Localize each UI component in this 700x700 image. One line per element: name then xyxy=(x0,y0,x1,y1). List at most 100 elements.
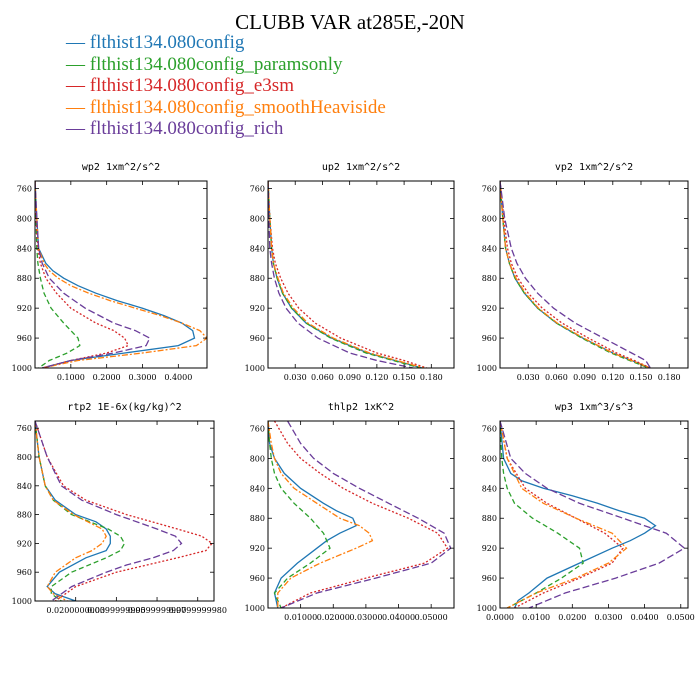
chart-panel: vp2 1xm^2/s^2 760 800 840 880 920 960 1000 0.030… xyxy=(477,162,689,382)
y-tick-label: 800 xyxy=(17,214,32,223)
x-tick-label: 0.0799999980 xyxy=(168,606,227,615)
chart-panel: wp3 1xm^3/s^3 760 800 840 880 920 960 10000.000… xyxy=(477,402,695,622)
legend-item: — flthist134.080config_e3sm xyxy=(66,75,294,96)
y-tick-label: 1000 xyxy=(477,604,497,613)
series-line-smooth xyxy=(500,181,651,368)
x-tick-label: 0.090 xyxy=(573,373,596,382)
x-tick-label: 0.0000 xyxy=(486,613,514,622)
x-tick-label: 0.4000 xyxy=(164,373,192,382)
plot-frame xyxy=(34,420,215,602)
legend: — flthist134.080config — flthist134.080co… xyxy=(66,32,386,140)
y-tick-label: 880 xyxy=(482,274,497,283)
y-tick-label: 880 xyxy=(250,274,265,283)
series-line-paramsonly xyxy=(500,181,649,368)
x-tick-label: 0.150 xyxy=(630,373,653,382)
y-tick-label: 960 xyxy=(482,334,497,343)
series-line-smooth xyxy=(500,421,628,608)
y-tick-label: 840 xyxy=(482,244,497,253)
y-tick-label: 960 xyxy=(17,334,32,343)
y-tick-label: 920 xyxy=(482,304,497,313)
x-tick-label: 0.120 xyxy=(601,373,624,382)
plot-frame xyxy=(267,420,455,609)
x-tick-label: 0.03000 xyxy=(349,613,382,622)
series-line-config xyxy=(500,421,657,608)
series-line-smooth xyxy=(268,181,425,368)
series-line-e3sm xyxy=(500,421,624,608)
x-tick-label: 0.3000 xyxy=(129,373,157,382)
y-tick-label: 760 xyxy=(482,424,497,433)
plot-frame xyxy=(267,180,455,369)
y-tick-label: 840 xyxy=(17,244,32,253)
y-tick-label: 880 xyxy=(17,511,32,520)
y-tick-label: 920 xyxy=(17,539,32,548)
series-line-config xyxy=(268,181,423,368)
chart-title: vp2 1xm^2/s^2 xyxy=(555,162,633,173)
y-tick-label: 880 xyxy=(17,274,32,283)
series-line-paramsonly xyxy=(35,421,126,601)
legend-item: — flthist134.080config_paramsonly xyxy=(66,53,343,75)
series-line-rich xyxy=(500,421,686,608)
x-tick-label: 0.030 xyxy=(517,373,540,382)
plot-frame xyxy=(34,180,208,369)
series-line-rich xyxy=(35,421,183,601)
chart-panel: rtp2 1E-6x(kg/kg)^2 760 800 840 880 920 960 100… xyxy=(12,402,227,615)
series-line-config xyxy=(268,421,357,608)
chart-title: up2 1xm^2/s^2 xyxy=(322,162,400,173)
legend-item: — flthist134.080config xyxy=(66,32,245,53)
series-line-e3sm xyxy=(268,181,428,368)
y-tick-label: 920 xyxy=(250,544,265,553)
y-tick-label: 760 xyxy=(17,424,32,433)
chart-panel: up2 1xm^2/s^2 760 800 840 880 920 960 1000 0.030… xyxy=(245,162,455,382)
y-tick-label: 840 xyxy=(482,484,497,493)
y-tick-label: 840 xyxy=(17,482,32,491)
chart-panel: thlp2 1xK^2 760 800 840 880 920 960 1000 0.01000… xyxy=(245,402,455,622)
y-tick-label: 960 xyxy=(250,334,265,343)
x-tick-label: 0.04000 xyxy=(382,613,415,622)
y-tick-label: 960 xyxy=(482,574,497,583)
y-tick-label: 920 xyxy=(482,544,497,553)
x-tick-label: 0.0399999990 xyxy=(87,606,146,615)
x-tick-label: 0.0400 xyxy=(631,613,659,622)
series-line-config xyxy=(35,421,111,601)
chart-title: wp3 1xm^3/s^3 xyxy=(555,402,633,413)
y-tick-label: 840 xyxy=(250,244,265,253)
y-tick-label: 760 xyxy=(250,424,265,433)
x-tick-label: 0.150 xyxy=(393,373,416,382)
x-tick-label: 0.2000 xyxy=(93,373,121,382)
x-tick-label: 0.120 xyxy=(365,373,388,382)
plot-frame xyxy=(499,180,689,369)
y-tick-label: 760 xyxy=(250,184,265,193)
x-tick-label: 0.0200000000 xyxy=(46,606,105,615)
x-tick-label: 0.05000 xyxy=(415,613,448,622)
series-line-rich xyxy=(500,181,651,368)
x-tick-label: 0.180 xyxy=(658,373,681,382)
y-tick-label: 880 xyxy=(482,514,497,523)
y-tick-label: 880 xyxy=(250,514,265,523)
legend-item: — flthist134.080config_rich xyxy=(66,118,284,139)
series-line-e3sm xyxy=(35,421,213,601)
y-tick-label: 960 xyxy=(250,574,265,583)
y-tick-label: 920 xyxy=(17,304,32,313)
x-tick-label: 0.060 xyxy=(311,373,334,382)
x-tick-label: 0.030 xyxy=(284,373,307,382)
chart-title: wp2 1xm^2/s^2 xyxy=(82,162,160,173)
y-tick-label: 800 xyxy=(250,454,265,463)
y-tick-label: 800 xyxy=(482,454,497,463)
series-line-smooth xyxy=(268,421,374,608)
y-tick-label: 1000 xyxy=(12,597,32,606)
y-tick-label: 800 xyxy=(250,214,265,223)
series-line-paramsonly xyxy=(268,421,331,608)
legend-item: — flthist134.080config_smoothHeaviside xyxy=(66,96,386,118)
series-line-paramsonly xyxy=(268,181,421,368)
series-line-smooth xyxy=(35,181,207,368)
x-tick-label: 0.1000 xyxy=(57,373,85,382)
chart-title: rtp2 1E-6x(kg/kg)^2 xyxy=(67,402,181,413)
series-line-rich xyxy=(35,181,151,368)
series-line-smooth xyxy=(35,421,107,601)
x-tick-label: 0.0100 xyxy=(522,613,550,622)
x-tick-label: 0.0500 xyxy=(667,613,695,622)
series-line-rich xyxy=(268,181,414,368)
y-tick-label: 1000 xyxy=(12,364,32,373)
x-tick-label: 0.02000 xyxy=(317,613,350,622)
